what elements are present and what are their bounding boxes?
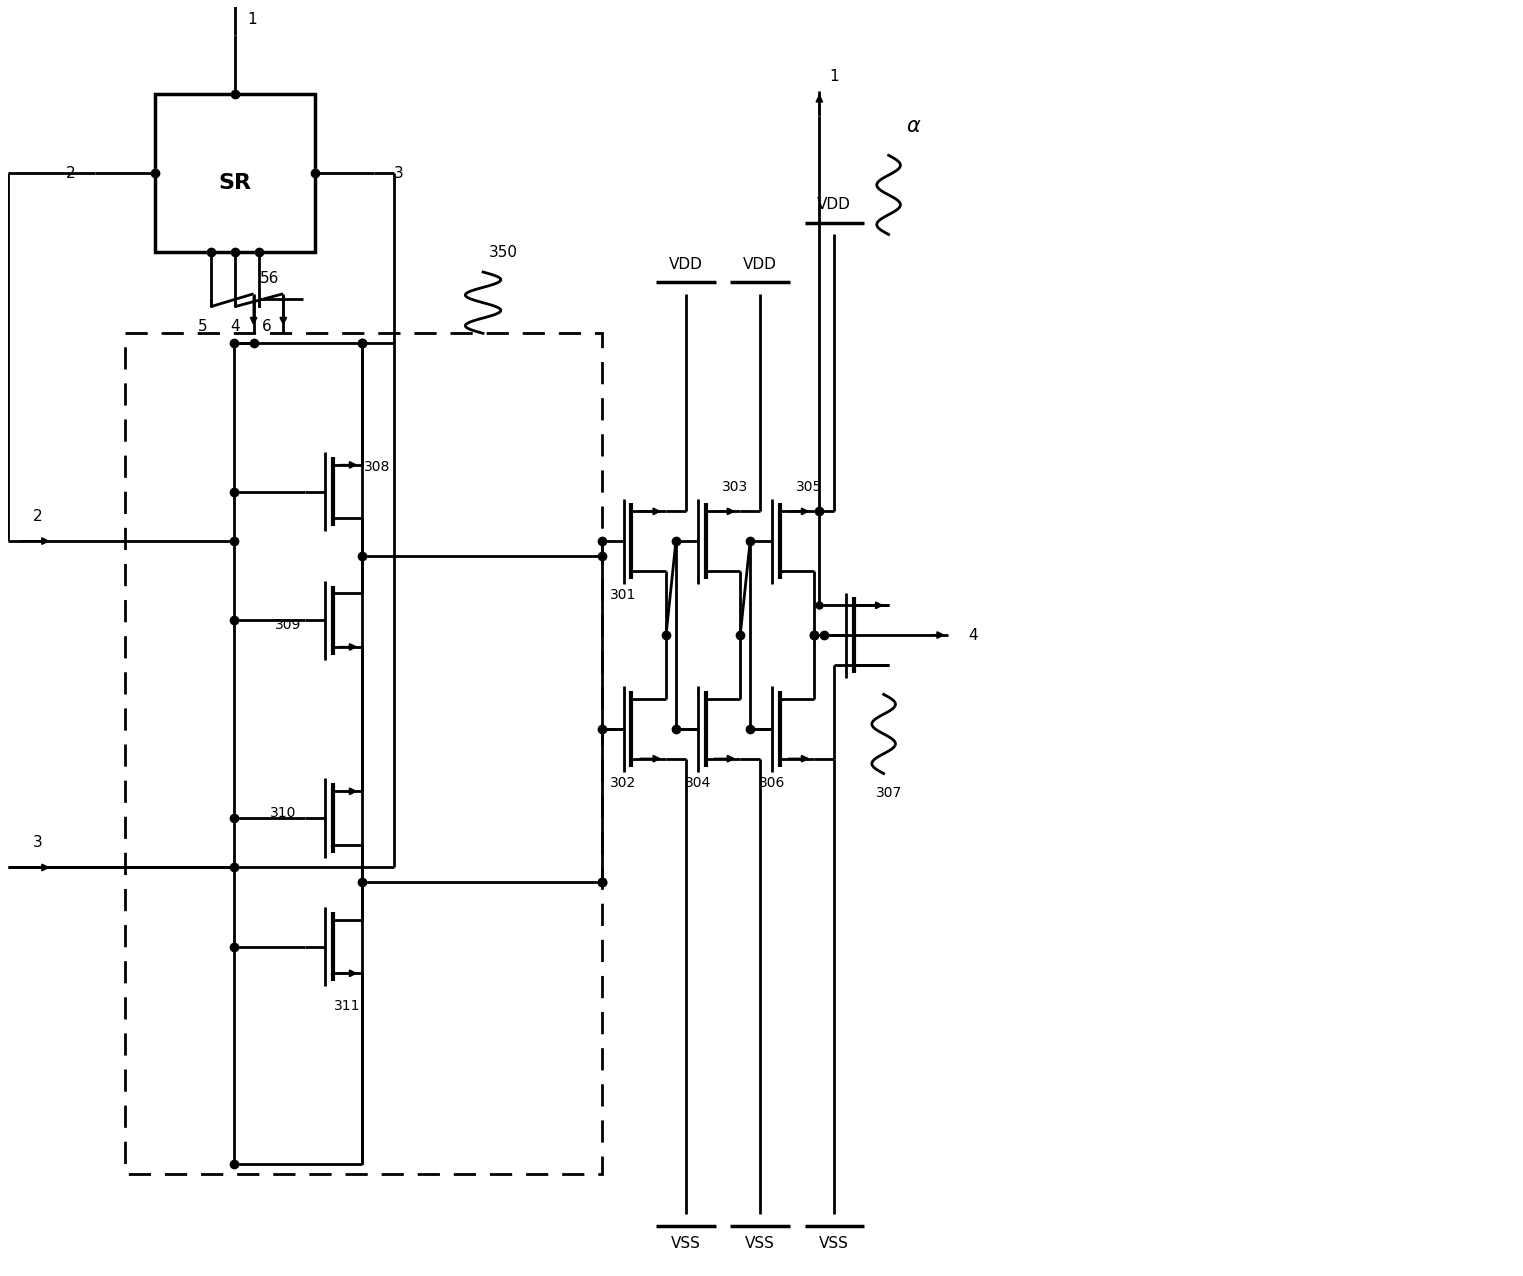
- Text: 3: 3: [394, 166, 404, 181]
- Text: 350: 350: [489, 245, 518, 260]
- Text: VSS: VSS: [745, 1236, 775, 1250]
- Text: 302: 302: [611, 776, 637, 790]
- Text: 305: 305: [797, 480, 822, 494]
- Bar: [155, 94, 315, 253]
- Text: 303: 303: [722, 480, 748, 494]
- Text: 308: 308: [364, 459, 390, 473]
- Text: 1: 1: [830, 69, 839, 84]
- Text: 6: 6: [262, 319, 271, 334]
- Text: 3: 3: [34, 836, 43, 850]
- Text: 306: 306: [758, 776, 784, 790]
- Text: 4: 4: [230, 319, 239, 334]
- Text: 5: 5: [198, 319, 207, 334]
- Text: 304: 304: [684, 776, 711, 790]
- Text: 301: 301: [611, 588, 637, 602]
- Text: 2: 2: [34, 509, 43, 524]
- Text: 1: 1: [248, 13, 257, 27]
- Text: VDD: VDD: [669, 256, 702, 272]
- Text: VDD: VDD: [743, 256, 777, 272]
- Text: 56: 56: [260, 272, 279, 286]
- Text: 2: 2: [65, 166, 76, 181]
- Bar: [125, 333, 602, 1174]
- Text: VSS: VSS: [819, 1236, 850, 1250]
- Text: VDD: VDD: [818, 198, 851, 212]
- Text: 4: 4: [967, 628, 978, 643]
- Text: 309: 309: [276, 618, 302, 632]
- Text: 307: 307: [876, 786, 902, 800]
- Text: 311: 311: [335, 999, 361, 1013]
- Text: 310: 310: [270, 806, 297, 820]
- Text: SR: SR: [218, 174, 251, 193]
- Text: VSS: VSS: [672, 1236, 701, 1250]
- Text: $\alpha$: $\alpha$: [906, 116, 921, 135]
